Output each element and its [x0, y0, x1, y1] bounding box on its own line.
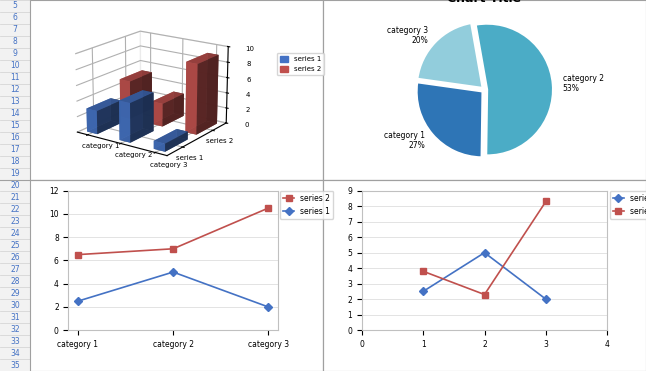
Bar	[30, 180, 323, 371]
series 2	[74, 252, 82, 257]
Text: 26: 26	[10, 253, 19, 262]
Text: 25: 25	[10, 241, 19, 250]
Line: series 1: series 1	[421, 250, 548, 302]
Text: 5: 5	[12, 1, 17, 10]
Wedge shape	[475, 24, 553, 155]
Wedge shape	[417, 23, 483, 88]
series 2	[481, 292, 488, 297]
Text: category 1
27%: category 1 27%	[384, 131, 425, 151]
Text: 14: 14	[10, 109, 19, 118]
Text: 32: 32	[10, 325, 19, 334]
Text: category 2
53%: category 2 53%	[563, 74, 603, 93]
Text: 33: 33	[10, 336, 20, 345]
series 1	[481, 250, 488, 255]
Text: 16: 16	[10, 133, 19, 142]
Text: 31: 31	[10, 313, 19, 322]
Legend: series 2, series 1: series 2, series 1	[280, 191, 333, 219]
series 2	[264, 206, 272, 210]
Bar	[323, 180, 646, 371]
Text: 13: 13	[10, 97, 19, 106]
Text: 17: 17	[10, 145, 19, 154]
Text: 8: 8	[12, 37, 17, 46]
Text: 21: 21	[10, 193, 19, 202]
series 1	[419, 289, 427, 294]
Line: series 1: series 1	[75, 269, 271, 310]
Text: 15: 15	[10, 121, 19, 130]
series 1	[74, 299, 82, 303]
series 1	[542, 297, 550, 301]
Text: 11: 11	[10, 73, 19, 82]
Text: 19: 19	[10, 169, 19, 178]
Text: 18: 18	[10, 157, 19, 166]
Text: 27: 27	[10, 265, 19, 274]
series 2	[169, 247, 177, 251]
Text: 10: 10	[10, 61, 19, 70]
Text: 7: 7	[12, 26, 17, 35]
Text: 23: 23	[10, 217, 19, 226]
Text: 28: 28	[10, 277, 19, 286]
Legend: series 1, series 2: series 1, series 2	[277, 53, 324, 75]
Text: category 3
20%: category 3 20%	[387, 26, 428, 45]
Text: 35: 35	[10, 361, 20, 370]
Line: series 2: series 2	[421, 199, 548, 297]
series 1	[264, 305, 272, 309]
Text: 24: 24	[10, 229, 19, 238]
Text: 9: 9	[12, 49, 17, 58]
Wedge shape	[417, 82, 483, 157]
Title: Chart Title: Chart Title	[448, 0, 521, 5]
Line: series 2: series 2	[75, 205, 271, 257]
Text: 29: 29	[10, 289, 19, 298]
Bar	[323, 0, 646, 180]
series 1	[169, 270, 177, 274]
series 2	[542, 199, 550, 204]
Text: 22: 22	[10, 205, 19, 214]
Text: 30: 30	[10, 301, 20, 310]
series 2	[419, 269, 427, 273]
Text: 12: 12	[10, 85, 19, 94]
Text: 20: 20	[10, 181, 19, 190]
Legend: series 1, series 2: series 1, series 2	[610, 191, 646, 219]
Text: 34: 34	[10, 348, 20, 358]
Bar	[30, 0, 323, 180]
Text: 6: 6	[12, 13, 17, 23]
